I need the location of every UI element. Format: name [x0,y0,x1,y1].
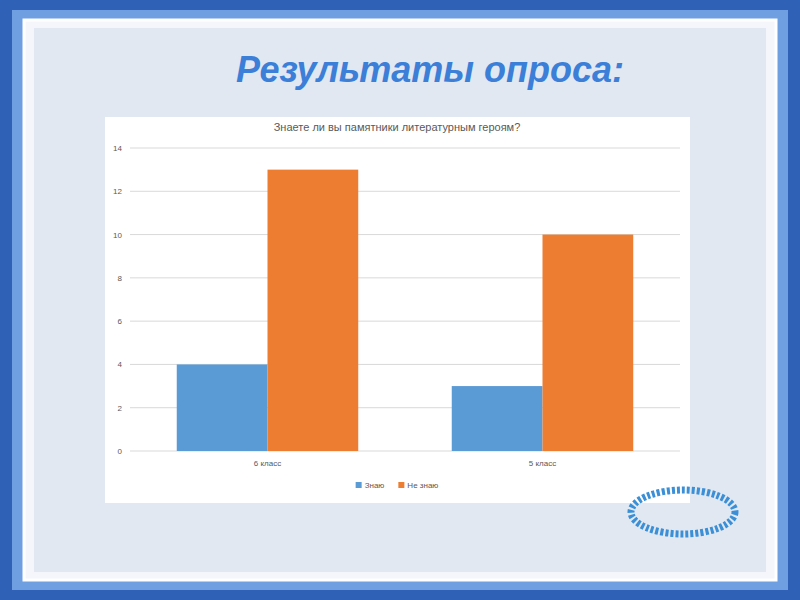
legend-swatch [398,482,404,488]
y-tick-label: 2 [118,404,123,413]
legend-label: Не знаю [407,481,438,490]
bar [177,364,268,451]
bars [177,170,634,451]
legend: Знаю Не знаю [356,481,439,490]
slide-heading: Результаты опроса: [236,49,624,90]
grid-line [130,191,680,192]
chart-area [105,117,690,503]
x-tick-label: 6 класс [254,459,281,468]
legend-label: Знаю [365,481,385,490]
legend-swatch [356,482,362,488]
y-tick-label: 8 [118,274,123,283]
decoration [631,490,735,534]
y-tick-label: 0 [118,447,123,456]
y-tick-label: 6 [118,317,123,326]
bar [452,386,543,451]
y-tick-label: 4 [118,360,123,369]
bar [268,170,359,451]
frame-inner [12,10,788,590]
frame-border [24,20,776,580]
frame [0,0,800,600]
y-tick-label: 10 [113,231,122,240]
grid-line [130,148,680,149]
slide-background [34,28,766,572]
slide: Результаты опроса: Знаете ли вы памятники… [0,0,800,600]
y-tick-label: 14 [113,144,122,153]
x-tick-label: 5 класс [529,459,556,468]
chart-title: Знаете ли вы памятники литературным геро… [274,121,521,133]
y-tick-label: 12 [113,187,122,196]
bar [543,235,634,451]
